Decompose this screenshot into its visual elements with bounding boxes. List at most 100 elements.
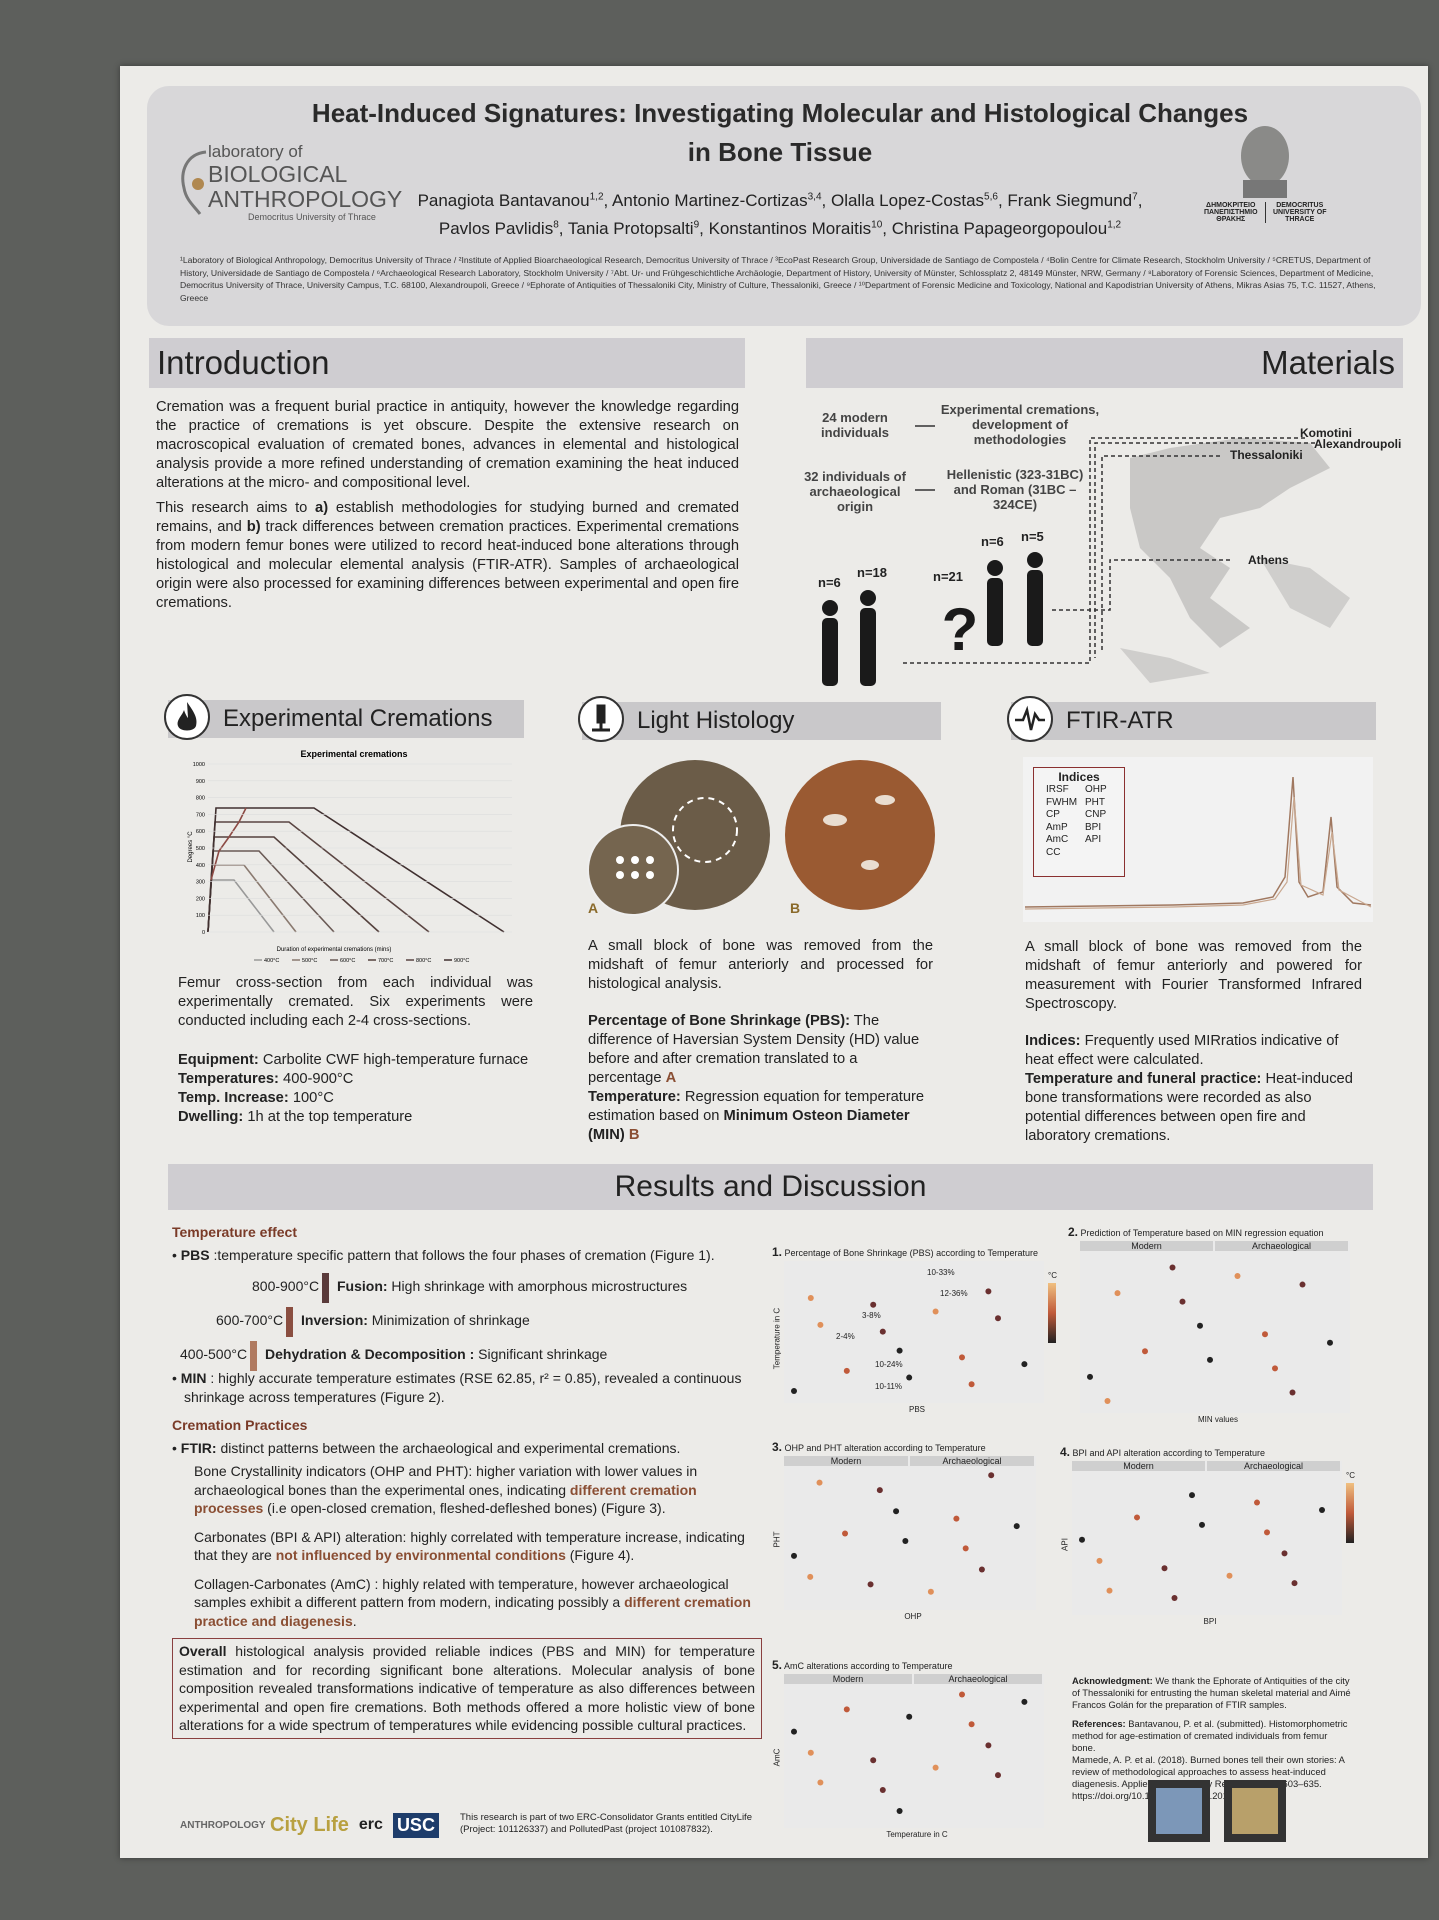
legend-title: °C: [1346, 1471, 1355, 1480]
text: •: [172, 1246, 181, 1263]
y-tick-label: 1000: [193, 762, 205, 768]
count-label: n=5: [1021, 529, 1044, 544]
figure-plot: [791, 1288, 1028, 1394]
author-name: Frank Siegmund: [1007, 190, 1133, 210]
experimental-chart: Experimental cremations Degrees °C Durat…: [188, 749, 512, 964]
arrows: [900, 425, 1315, 664]
materials-diagram: ?: [822, 425, 1350, 686]
figure-dot: [927, 1588, 934, 1595]
logo-text: laboratory of: [208, 142, 303, 161]
figure-dot: [807, 1295, 814, 1302]
phase-name: Inversion:: [301, 1312, 368, 1328]
axis-title: PBS: [908, 1405, 925, 1414]
paragraph: Temperature: Regression equation for tem…: [588, 1088, 933, 1145]
figure-dot: [962, 1545, 969, 1552]
author-sup: 3,4: [807, 191, 822, 202]
author-name: Olalla Lopez-Costas: [830, 190, 985, 210]
text: :temperature specific pattern that follo…: [209, 1246, 715, 1263]
point-label: 10-24%: [875, 1360, 903, 1370]
paragraph: This research aims to a) establish metho…: [156, 499, 739, 613]
y-tick-label: 0: [202, 930, 205, 936]
author-name: Pavlos Pavlidis: [438, 219, 554, 239]
figure-dot: [816, 1479, 823, 1486]
text: •: [172, 1439, 181, 1456]
phase-desc: High shrinkage with amorphous microstruc…: [387, 1278, 688, 1294]
funding-logos: ANTHROPOLOGY City Life erc USC: [180, 1802, 470, 1848]
author: Pavlos Pavlidis8,: [438, 219, 568, 239]
figure-dot: [1299, 1281, 1306, 1288]
logo-text: City Life: [270, 1813, 349, 1836]
place-label: Athens: [1248, 553, 1289, 567]
figure-dot: [1319, 1507, 1325, 1513]
figure-dot: [906, 1374, 913, 1381]
paragraph: Cremation was a frequent burial practice…: [156, 398, 739, 493]
author-sup: 7: [1132, 191, 1138, 202]
text: Heat-induced bone transformations were r…: [1025, 1071, 1353, 1144]
point-label: 10-33%: [927, 1268, 955, 1278]
axis-title: AmC: [772, 1748, 782, 1767]
author-sup: 1,2: [1107, 219, 1122, 231]
paragraph: • PBS :temperature specific pattern that…: [172, 1246, 762, 1265]
author-sup: 1,2: [589, 191, 604, 202]
point-label: 3-8%: [862, 1310, 881, 1320]
y-tick-label: 800: [196, 796, 205, 802]
bold-text: Overall: [179, 1643, 227, 1659]
section-heading: FTIR-ATR: [1007, 696, 1376, 742]
index: BPI: [1085, 821, 1102, 833]
figure-plot: [1087, 1264, 1333, 1404]
figure-title: 5. AmC alterations according to Temperat…: [772, 1658, 1062, 1672]
figure-dot: [906, 1713, 913, 1720]
spec: Temperatures: 400-900°C: [178, 1070, 533, 1089]
axis-title: Duration of experimental cremations (min…: [277, 947, 392, 953]
figure-number: 4.: [1060, 1445, 1071, 1459]
reference: Bantavanou, P. et al. (submitted). Histo…: [1072, 1718, 1348, 1753]
text: Collagen-Carbonates (AmC) : highly relat…: [194, 1575, 729, 1611]
facet-label: Archaeological: [1207, 1461, 1340, 1471]
ftir-text: A small block of bone was removed from t…: [1025, 938, 1362, 1152]
paragraph: Femur cross-section from each individual…: [178, 974, 533, 1031]
materials-label: Experimental cremations, development of …: [940, 402, 1100, 447]
index: CC: [1046, 846, 1061, 858]
figure-dot: [1021, 1698, 1028, 1705]
figure-caption: OHP and PHT alteration according to Temp…: [784, 1443, 986, 1453]
acknowledgment: Acknowledgment: We thank the Ephorate of…: [1072, 1675, 1352, 1711]
figure-dot: [876, 1487, 883, 1494]
bold-text: PBS: [180, 1246, 210, 1263]
y-tick-label: 600: [196, 829, 205, 835]
point-label: 12-36%: [940, 1289, 968, 1299]
map-islands: [1120, 558, 1350, 683]
bold-text: Temp. Increase:: [178, 1090, 289, 1106]
bold-text: Acknowledgment:: [1072, 1675, 1153, 1686]
header: [147, 86, 1421, 326]
count-label: n=21: [933, 569, 963, 584]
funding: This research is part of two ERC-Consoli…: [460, 1812, 752, 1835]
point-label: 2-4%: [836, 1332, 855, 1341]
section-heading: Light Histology: [578, 696, 941, 742]
paragraph: • MIN : highly accurate temperature esti…: [172, 1369, 762, 1406]
figure-dot: [1087, 1373, 1093, 1380]
figure-dot: [902, 1537, 909, 1544]
phase-temp: 800-900°C: [252, 1278, 320, 1294]
figure-dot: [1142, 1348, 1148, 1355]
figure-dot: [1179, 1298, 1186, 1305]
figure-dot: [985, 1288, 992, 1295]
histology-images: [587, 760, 935, 916]
figure-dot: [870, 1757, 877, 1764]
y-tick-label: 300: [196, 880, 205, 886]
logo-text: DEMOCRITUS UNIVERSITY OF THRACE: [1265, 202, 1330, 223]
figure-dot: [988, 1472, 995, 1479]
figure-dot: [896, 1347, 903, 1354]
figure-dot: [879, 1786, 886, 1793]
figure-dot: [1134, 1514, 1140, 1521]
figure-dot: [932, 1764, 939, 1771]
axis-title: OHP: [904, 1612, 922, 1621]
figure-dot: [842, 1530, 849, 1537]
axis-title: Temperature in C: [772, 1307, 782, 1370]
y-tick-label: 900: [196, 779, 205, 785]
facet-label: Modern: [784, 1456, 908, 1466]
highlight-text: B: [628, 1127, 640, 1143]
place-label: Komotini: [1300, 426, 1352, 440]
map-greece: [1130, 438, 1330, 648]
spec: Equipment: Carbolite CWF high-temperatur…: [178, 1051, 533, 1070]
figure-dot: [817, 1779, 824, 1786]
